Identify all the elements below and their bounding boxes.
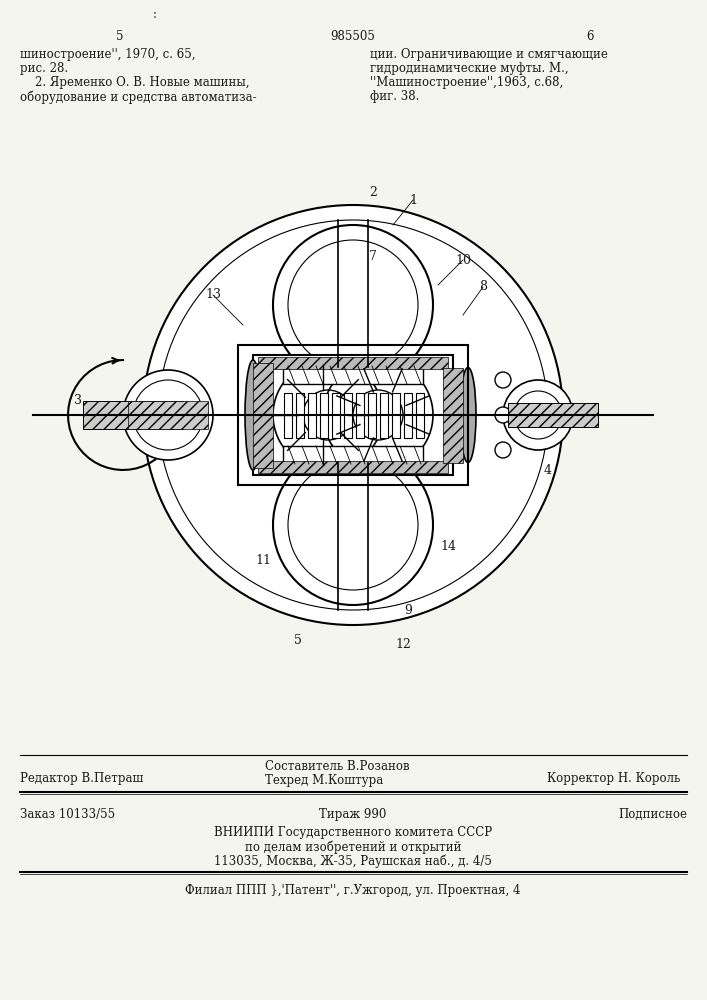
Bar [283,366,423,384]
Text: Подписное: Подписное [618,808,687,821]
Text: ''Машиностроение'',1963, с.68,: ''Машиностроение'',1963, с.68, [370,76,563,89]
Text: 8: 8 [479,280,487,294]
Circle shape [273,225,433,385]
Bar [368,392,376,438]
Text: 14: 14 [440,540,456,554]
Bar [284,392,292,438]
Text: ВНИИПИ Государственного комитета СССР: ВНИИПИ Государственного комитета СССР [214,826,492,839]
Text: ции. Ограничивающие и смягчающие: ции. Ограничивающие и смягчающие [370,48,608,61]
Bar [253,362,273,468]
Text: 2: 2 [369,186,377,200]
Bar [404,392,412,438]
Text: гидродинамические муфты. М.,: гидродинамические муфты. М., [370,62,568,75]
Text: 10: 10 [455,253,471,266]
Bar [320,392,328,438]
Text: оборудование и средства автоматиза-: оборудование и средства автоматиза- [20,90,257,104]
Text: Заказ 10133/55: Заказ 10133/55 [20,808,115,821]
Text: 985505: 985505 [331,30,375,43]
Text: 2. Яременко О. В. Новые машины,: 2. Яременко О. В. Новые машины, [20,76,250,89]
Text: 4: 4 [544,464,552,477]
Bar [380,392,388,438]
Bar [392,392,400,438]
Text: 3: 3 [74,393,82,406]
Bar [332,392,340,438]
Text: фиг. 38.: фиг. 38. [370,90,419,103]
Text: :: : [153,8,157,21]
Circle shape [273,445,433,605]
Bar [344,392,352,438]
Circle shape [143,205,563,625]
Text: по делам изобретений и открытий: по делам изобретений и открытий [245,840,461,854]
Text: 6: 6 [586,30,594,43]
Text: Составитель В.Розанов: Составитель В.Розанов [265,760,409,773]
Text: 5: 5 [116,30,124,43]
Circle shape [123,370,213,460]
Bar [253,355,453,475]
Text: 11: 11 [255,554,271,566]
Bar [283,446,423,464]
Circle shape [495,407,511,423]
Text: 7: 7 [369,250,377,263]
Text: 12: 12 [395,639,411,652]
Bar [83,401,183,429]
Text: рис. 28.: рис. 28. [20,62,68,75]
Ellipse shape [245,360,261,470]
Bar [308,392,316,438]
Circle shape [303,390,353,440]
Circle shape [503,380,573,450]
Text: Филиал ППП },'Патент'', г.Ужгород, ул. Проектная, 4: Филиал ППП },'Патент'', г.Ужгород, ул. П… [185,884,521,897]
Text: 9: 9 [404,603,412,616]
Bar [258,461,448,473]
Text: шиностроение'', 1970, с. 65,: шиностроение'', 1970, с. 65, [20,48,196,61]
Circle shape [495,372,511,388]
Bar [296,392,304,438]
Bar [508,403,598,427]
Text: 5: 5 [294,634,302,647]
Bar [416,392,424,438]
Text: 13: 13 [205,288,221,302]
Text: Тираж 990: Тираж 990 [320,808,387,821]
Text: 1: 1 [409,194,417,207]
Circle shape [353,390,403,440]
Text: Редактор В.Петраш: Редактор В.Петраш [20,772,144,785]
Bar [443,367,463,462]
Bar [258,357,448,369]
Text: 113035, Москва, Ж-35, Раушская наб., д. 4/5: 113035, Москва, Ж-35, Раушская наб., д. … [214,854,492,867]
Circle shape [495,442,511,458]
Ellipse shape [460,367,476,462]
Text: Корректор Н. Король: Корректор Н. Король [547,772,680,785]
Bar [128,401,208,429]
Text: Техред М.Коштура: Техред М.Коштура [265,774,383,787]
Bar [238,345,468,485]
Bar [356,392,364,438]
